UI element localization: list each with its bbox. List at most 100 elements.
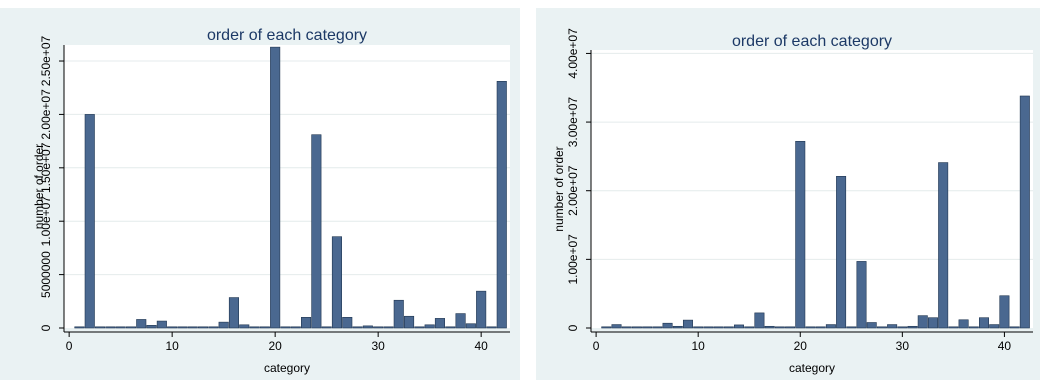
y-tick-label: 3.00e+07 [566, 97, 580, 148]
bar [744, 326, 755, 329]
bar [270, 46, 281, 329]
bar [393, 299, 404, 329]
bar [434, 318, 445, 329]
bar [496, 81, 507, 329]
bar [156, 320, 167, 329]
y-tick-label: 0 [566, 324, 580, 331]
x-tick-label: 10 [165, 339, 179, 353]
chart-panel-1: 0 10 20 30 40 0 5000000 1.00e+07 1.50e+07 2.00e+0… [0, 8, 520, 380]
bar [404, 315, 415, 329]
y-tick-label: 4.00e+07 [566, 28, 580, 79]
bar [846, 326, 857, 329]
bar [321, 326, 332, 329]
x-tick-label: 0 [66, 339, 73, 353]
bar [115, 326, 126, 329]
bar [642, 326, 653, 329]
chart-title: order of each category [207, 27, 367, 44]
bar [486, 326, 497, 329]
x-tick-label: 40 [474, 339, 488, 353]
bar [917, 315, 928, 329]
bar [682, 319, 693, 329]
bar [1009, 326, 1020, 329]
bar [693, 326, 704, 329]
chart-panel-2: 0 10 20 30 40 0 1.00e+07 2.00e+07 3.00e+07 4.00e+… [536, 8, 1040, 380]
bar [95, 326, 106, 329]
plot-area [591, 50, 1033, 328]
bar [774, 326, 785, 329]
bar [177, 326, 188, 329]
bar [290, 326, 301, 329]
bar [1019, 95, 1030, 329]
x-tick-label: 20 [268, 339, 282, 353]
y-tick-label: 1.00e+07 [39, 196, 53, 247]
bar [713, 326, 724, 329]
bar [968, 326, 979, 329]
bar [301, 317, 312, 329]
bar [999, 295, 1010, 329]
bar [805, 326, 816, 329]
bar [228, 297, 239, 329]
x-tick-label: 10 [692, 339, 706, 353]
bar [631, 326, 642, 329]
bar [662, 322, 673, 329]
bar [239, 324, 250, 329]
bar [938, 162, 949, 329]
chart-title: order of each category [732, 33, 892, 50]
y-tick-label: 2.00e+07 [566, 165, 580, 216]
bar [465, 323, 476, 329]
bar [785, 326, 796, 329]
bar [611, 324, 622, 329]
bar [74, 326, 85, 329]
bar [280, 326, 291, 329]
x-tick-label: 30 [896, 339, 910, 353]
y-tick-label: 0 [39, 324, 53, 331]
bar [856, 261, 867, 329]
bar [84, 114, 95, 329]
bar [331, 236, 342, 329]
bar [125, 326, 136, 329]
bar [383, 326, 394, 329]
bar [836, 176, 847, 329]
y-tick-label: 1.00e+07 [566, 234, 580, 285]
x-tick-label: 30 [371, 339, 385, 353]
bar [105, 326, 116, 329]
y-tick-label: 1.50e+07 [39, 142, 53, 193]
bar [652, 326, 663, 329]
bar [703, 326, 714, 329]
bar [897, 326, 908, 329]
y-tick-label: 2.50e+07 [39, 36, 53, 87]
x-axis-label: category [264, 361, 310, 375]
x-tick-label: 0 [593, 339, 600, 353]
bar [907, 325, 918, 329]
y-tick-label: 5000000 [39, 251, 53, 298]
bar [249, 326, 260, 329]
bar [352, 326, 363, 329]
bar [887, 324, 898, 329]
bar [795, 140, 806, 329]
bar [825, 324, 836, 329]
bar [989, 324, 1000, 329]
x-axis-label: category [789, 361, 835, 375]
bar [311, 134, 322, 329]
bar [601, 326, 612, 329]
bar [876, 326, 887, 329]
bar [927, 317, 938, 329]
bar [167, 326, 178, 329]
bar [445, 326, 456, 329]
x-tick-label: 40 [998, 339, 1012, 353]
bar [455, 313, 466, 329]
bar [136, 319, 147, 329]
x-tick-label: 20 [794, 339, 808, 353]
y-axis-label: number of order [32, 144, 46, 229]
bar [208, 326, 219, 329]
bar [198, 326, 209, 329]
bar [621, 326, 632, 329]
bar [342, 317, 353, 329]
y-axis-label: number of order [552, 146, 566, 231]
bar [424, 324, 435, 329]
bar [218, 321, 229, 329]
bar [672, 325, 683, 329]
bar [362, 325, 373, 329]
